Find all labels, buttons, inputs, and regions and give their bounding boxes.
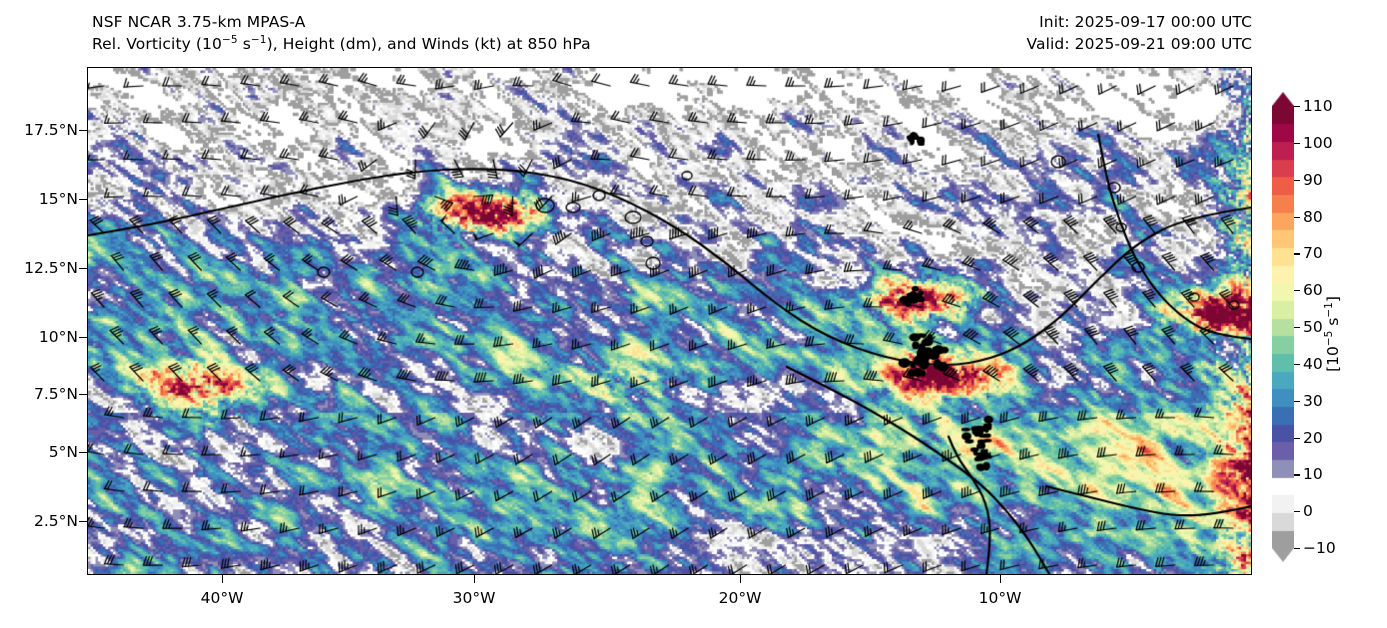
y-axis-tick-label: 12.5°N	[24, 259, 78, 277]
y-axis-tick-label: 7.5°N	[34, 385, 78, 403]
colorbar-tick-label: 0	[1303, 502, 1313, 521]
x-axis-tick-label: 40°W	[200, 589, 244, 607]
init-time-label: Init: 2025-09-17 00:00 UTC	[1039, 13, 1252, 31]
colorbar-tick-label: 80	[1303, 207, 1323, 226]
y-axis-tick-label: 15°N	[38, 190, 78, 208]
colorbar-tick-mark	[1294, 437, 1300, 439]
field-description: Rel. Vorticity (10−5 s−1), Height (dm), …	[92, 35, 591, 53]
cb-label-exp1: −5	[1322, 330, 1335, 347]
y-axis-tick-label: 2.5°N	[34, 512, 78, 530]
x-axis-tick-mark	[1000, 575, 1002, 583]
colorbar-tick-mark	[1294, 179, 1300, 181]
field-desc-mid: s	[237, 35, 251, 53]
colorbar-tick-mark	[1294, 548, 1300, 550]
map-plot-area	[87, 67, 1252, 575]
y-axis-tick-mark	[79, 394, 87, 396]
colorbar-tick-label: 20	[1303, 428, 1323, 447]
x-axis-tick-label: 10°W	[978, 589, 1022, 607]
colorbar-tick-mark	[1294, 511, 1300, 513]
colorbar-tick-mark	[1294, 106, 1300, 108]
y-axis-tick-label: 17.5°N	[24, 121, 78, 139]
colorbar-tick-mark	[1294, 327, 1300, 329]
y-axis-tick-mark	[79, 452, 87, 454]
field-desc-pre: Rel. Vorticity (10	[92, 35, 222, 53]
colorbar-tick-mark	[1294, 290, 1300, 292]
y-axis-tick-label: 5°N	[48, 443, 78, 461]
colorbar-tick-label: 40	[1303, 354, 1323, 373]
x-axis-tick-label: 20°W	[718, 589, 762, 607]
cb-label-post: ]	[1324, 296, 1342, 303]
colorbar-tick-mark	[1294, 253, 1300, 255]
colorbar	[1272, 92, 1294, 562]
colorbar-tick-label: 60	[1303, 281, 1323, 300]
colorbar-gradient	[1272, 92, 1294, 562]
cb-label-pre: [10	[1324, 346, 1342, 372]
x-axis-tick-mark	[474, 575, 476, 583]
y-axis-tick-mark	[79, 268, 87, 270]
model-title: NSF NCAR 3.75-km MPAS-A	[92, 13, 306, 31]
x-axis-tick-label: 30°W	[452, 589, 496, 607]
colorbar-tick-mark	[1294, 474, 1300, 476]
field-desc-exp2: −1	[250, 33, 267, 46]
colorbar-tick-mark	[1294, 142, 1300, 145]
field-desc-post: ), Height (dm), and Winds (kt) at 850 hP…	[266, 35, 591, 53]
x-axis-tick-mark	[222, 575, 224, 583]
colorbar-tick-label: 70	[1303, 244, 1323, 263]
y-axis-tick-mark	[79, 337, 87, 339]
y-axis-tick-mark	[79, 521, 87, 523]
y-axis-tick-label: 10°N	[38, 328, 78, 346]
valid-time-label: Valid: 2025-09-21 09:00 UTC	[1026, 35, 1252, 53]
y-axis-tick-mark	[79, 130, 87, 132]
colorbar-tick-mark	[1294, 216, 1300, 218]
colorbar-tick-mark	[1294, 400, 1300, 402]
cb-label-mid: s	[1324, 317, 1342, 331]
vorticity-wind-map	[88, 68, 1251, 574]
field-desc-exp1: −5	[222, 33, 238, 46]
y-axis-tick-mark	[79, 199, 87, 201]
colorbar-tick-mark	[1294, 363, 1300, 366]
x-axis-tick-mark	[740, 575, 742, 583]
colorbar-axis-label: [10−5 s−1]	[1322, 296, 1342, 372]
colorbar-tick-label: 100	[1303, 133, 1333, 152]
colorbar-tick-label: 30	[1303, 391, 1323, 410]
colorbar-tick-label: −10	[1303, 539, 1336, 557]
cb-label-exp2: −1	[1322, 302, 1335, 318]
colorbar-tick-label: 50	[1303, 318, 1323, 336]
colorbar-tick-label: 110	[1303, 97, 1333, 115]
colorbar-tick-label: 90	[1303, 170, 1323, 189]
colorbar-tick-label: 10	[1303, 465, 1323, 484]
